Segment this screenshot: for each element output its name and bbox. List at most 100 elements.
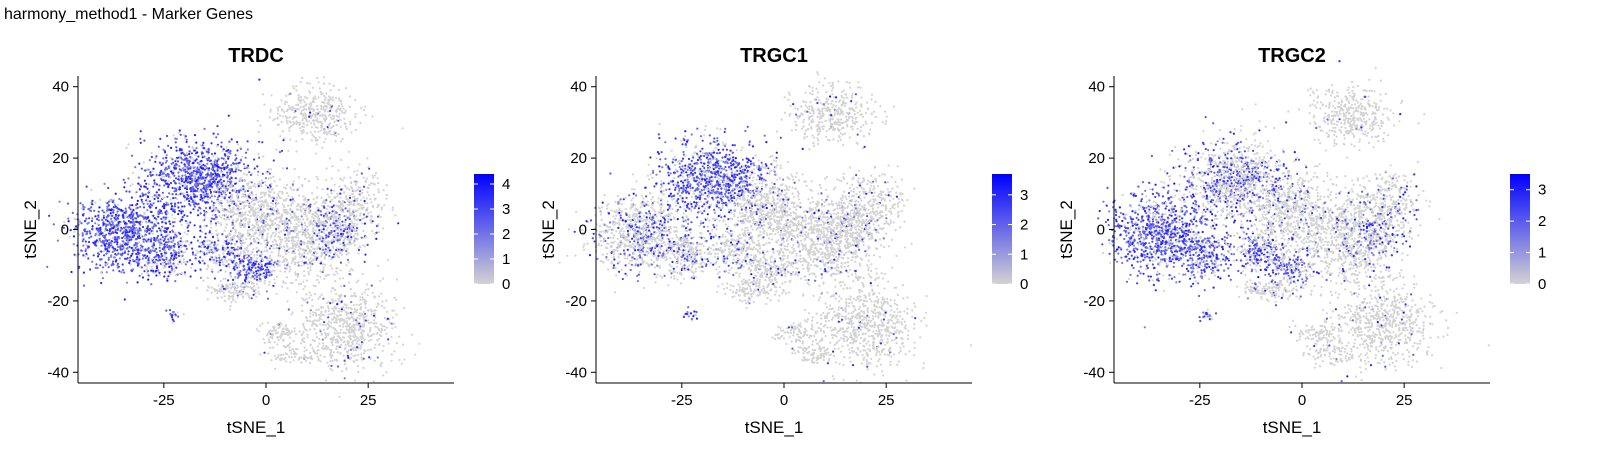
cell-point xyxy=(201,199,204,202)
cell-point xyxy=(155,274,158,277)
cell-point xyxy=(373,183,376,186)
cell-point xyxy=(360,353,363,356)
cell-point xyxy=(215,191,218,194)
cell-point xyxy=(212,132,215,135)
cell-point xyxy=(350,181,353,185)
cell-point xyxy=(258,78,261,81)
cell-point xyxy=(305,329,308,332)
cell-point xyxy=(174,280,177,283)
cell-point xyxy=(285,244,288,247)
cell-point xyxy=(183,181,186,184)
cell-point xyxy=(311,107,314,110)
cell-point xyxy=(320,236,323,239)
cell-point xyxy=(167,240,170,243)
cell-point xyxy=(207,185,210,188)
cell-point xyxy=(325,199,328,202)
cell-point xyxy=(341,199,344,203)
cell-cluster xyxy=(154,155,319,261)
cell-point xyxy=(218,256,221,259)
cell-point xyxy=(395,278,398,281)
cell-point xyxy=(179,201,182,204)
cell-point xyxy=(240,244,243,247)
cell-point xyxy=(364,306,367,309)
cell-point xyxy=(329,104,332,107)
cell-point xyxy=(336,351,339,354)
cell-point xyxy=(131,252,134,255)
cell-point xyxy=(116,241,119,244)
cell-point xyxy=(217,158,220,161)
cell-point xyxy=(285,110,288,113)
cell-point xyxy=(48,214,51,217)
cell-point xyxy=(316,274,319,277)
cell-point xyxy=(106,216,109,219)
cell-point xyxy=(161,262,164,265)
cell-point xyxy=(320,310,323,313)
cell-point xyxy=(162,175,166,178)
cell-point xyxy=(328,249,331,252)
cell-point xyxy=(217,270,220,274)
cell-point xyxy=(352,355,355,358)
cell-point xyxy=(91,217,94,220)
cell-point xyxy=(337,107,340,110)
cell-point xyxy=(192,161,195,164)
cell-point xyxy=(382,374,385,377)
cell-point xyxy=(336,234,340,237)
cell-point xyxy=(378,295,381,298)
cell-point xyxy=(353,225,356,228)
cell-point xyxy=(372,176,375,179)
cell-point xyxy=(150,210,153,214)
cell-point xyxy=(193,202,196,205)
cell-point xyxy=(331,299,334,302)
cell-point xyxy=(181,174,184,177)
cell-point xyxy=(262,272,266,275)
cell-point xyxy=(243,194,246,197)
cell-point xyxy=(286,300,289,303)
cell-point xyxy=(123,246,126,250)
cell-point xyxy=(363,222,366,225)
cell-point xyxy=(201,241,204,244)
cell-point xyxy=(306,242,309,245)
cell-point xyxy=(190,152,193,155)
cell-point xyxy=(110,241,113,244)
cell-point xyxy=(328,205,332,208)
cell-point xyxy=(153,272,156,275)
cell-point xyxy=(170,146,173,149)
cell-point xyxy=(274,282,277,285)
cell-point xyxy=(314,229,317,232)
cell-point xyxy=(348,95,351,98)
cell-point xyxy=(364,303,367,306)
cell-point xyxy=(303,337,306,340)
cell-point xyxy=(209,220,213,223)
cell-point xyxy=(216,176,219,179)
cell-point xyxy=(359,214,362,217)
cell-point xyxy=(180,262,183,265)
cell-point xyxy=(239,169,242,172)
cell-point xyxy=(230,176,233,180)
cell-point xyxy=(348,196,352,199)
cell-point xyxy=(128,214,131,217)
cell-point xyxy=(296,234,299,237)
cell-point xyxy=(92,241,95,244)
cell-point xyxy=(355,173,358,177)
cell-point xyxy=(298,121,301,124)
cell-point xyxy=(116,210,119,213)
cell-point xyxy=(214,217,218,221)
cell-point xyxy=(84,240,87,243)
cell-point xyxy=(268,247,271,250)
cell-point xyxy=(330,356,333,359)
cell-point xyxy=(239,251,242,254)
cell-point xyxy=(342,107,345,110)
cell-point xyxy=(162,248,165,251)
cell-point xyxy=(266,207,269,210)
cell-point xyxy=(268,260,271,264)
cell-point xyxy=(340,110,343,113)
cell-point xyxy=(172,239,175,242)
cell-point xyxy=(318,87,321,90)
cell-point xyxy=(255,250,259,253)
cell-point xyxy=(98,206,101,209)
cell-point xyxy=(161,175,164,178)
cell-point xyxy=(300,304,304,307)
cell-point xyxy=(82,205,85,208)
cell-point xyxy=(317,209,320,212)
cell-point xyxy=(290,204,293,207)
